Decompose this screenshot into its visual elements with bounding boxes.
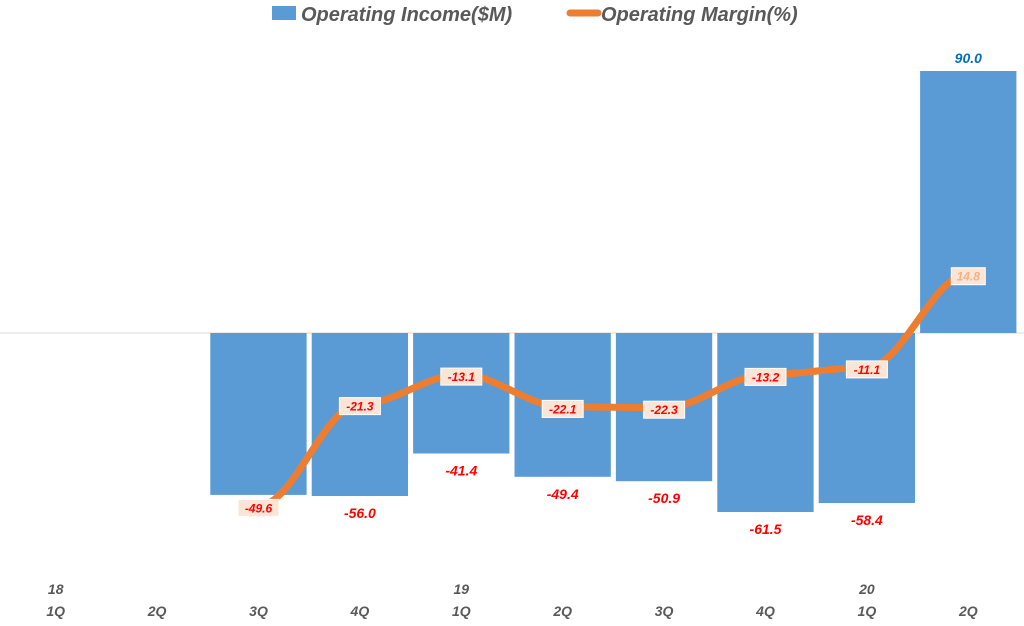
legend-swatch-operating-income: [272, 6, 296, 20]
x-tick-label-4: 1Q: [452, 603, 471, 619]
bar-label-7: -61.5: [750, 521, 782, 537]
line-label-7: -13.2: [752, 370, 780, 384]
line-label-2: -49.6: [245, 501, 273, 515]
x-year-label-4: 19: [454, 581, 470, 597]
legend-label-operating-margin: Operating Margin(%): [601, 4, 798, 26]
x-tick-label-6: 3Q: [655, 603, 674, 619]
line-label-box-5: [541, 399, 584, 418]
x-tick-label-9: 2Q: [958, 603, 978, 619]
line-label-box-6: [643, 400, 686, 419]
line-label-box-4: [440, 367, 483, 386]
bar-label-5: -49.4: [547, 486, 579, 502]
x-tick-label-0: 1Q: [46, 603, 65, 619]
line-label-4: -13.1: [448, 370, 476, 384]
x-tick-label-5: 2Q: [552, 603, 572, 619]
x-axis: 18 1Q 2Q 3Q 4Q 19 1Q 2Q 3Q 4Q 20 1Q 2Q: [46, 581, 977, 619]
bar-series-operating-income: [210, 71, 1017, 512]
line-label-box-9: [950, 267, 986, 286]
x-tick-label-2: 3Q: [249, 603, 268, 619]
line-label-9: 14.8: [957, 270, 981, 284]
bar-label-9: 90.0: [955, 50, 982, 66]
legend: Operating Income($M) Operating Margin(%): [272, 4, 798, 26]
x-tick-label-8: 1Q: [858, 603, 877, 619]
bar-label-3: -56.0: [344, 505, 376, 521]
line-label-8: -11.1: [854, 363, 881, 377]
bar-label-6: -50.9: [648, 490, 680, 506]
x-tick-label-1: 2Q: [147, 603, 167, 619]
x-tick-label-3: 4Q: [350, 603, 370, 619]
x-year-label-0: 18: [48, 581, 64, 597]
line-label-6: -22.3: [650, 403, 678, 417]
bar-7: [717, 333, 814, 512]
line-label-box-8: [845, 360, 888, 379]
bar-label-4: -41.4: [445, 463, 477, 479]
line-label-5: -22.1: [549, 402, 577, 416]
x-year-label-8: 20: [858, 581, 875, 597]
bar-2: [210, 333, 307, 495]
legend-label-operating-income: Operating Income($M): [301, 4, 512, 26]
line-label-3: -21.3: [346, 400, 374, 414]
line-data-labels: -49.6 -21.3 -13.1 -22.1 -22.3 -13.2 -11.1 14.8: [237, 267, 986, 517]
line-label-box-3: [338, 397, 381, 416]
line-label-box-7: [744, 367, 787, 386]
bar-9: [920, 71, 1017, 333]
bar-8: [818, 333, 915, 503]
x-tick-label-7: 4Q: [755, 603, 775, 619]
line-label-box-2: [237, 498, 280, 517]
bar-4: [413, 333, 510, 454]
bar-label-8: -58.4: [851, 512, 883, 528]
